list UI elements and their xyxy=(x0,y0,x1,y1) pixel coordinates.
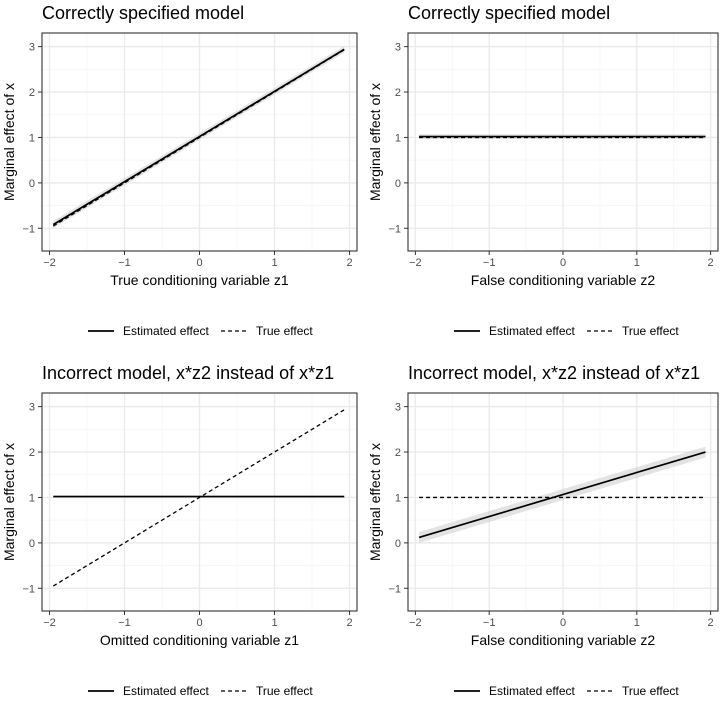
x-tick-label: −1 xyxy=(118,617,131,629)
legend-label: True effect xyxy=(256,324,313,338)
y-tick-label: 1 xyxy=(395,132,401,144)
y-tick-label: −1 xyxy=(388,223,401,235)
x-tick-label: −2 xyxy=(409,257,422,269)
x-tick-label: 0 xyxy=(196,257,202,269)
chart-title: Correctly specified model xyxy=(408,3,610,23)
y-tick-label: 1 xyxy=(395,492,401,504)
x-axis-title: False conditioning variable z2 xyxy=(471,272,656,288)
legend: Estimated effect True effect xyxy=(454,684,679,698)
estimated-effect-line xyxy=(418,451,706,539)
y-axis-title: Marginal effect of x xyxy=(1,443,17,561)
true-effect-line xyxy=(52,409,345,587)
x-tick-label: 2 xyxy=(346,617,352,629)
legend-label: Estimated effect xyxy=(489,684,575,698)
x-tick-label: 0 xyxy=(560,257,566,269)
y-tick-label: 2 xyxy=(395,87,401,99)
y-tick-label: 3 xyxy=(29,402,35,414)
y-tick-label: 0 xyxy=(395,538,401,550)
chart-panel-4: −2 −1 0 1 2 −1 0 1 2 3 Incorrect model, x*z2 inste… xyxy=(367,363,719,698)
x-tick-label: 1 xyxy=(634,257,640,269)
x-tick-label: 1 xyxy=(271,257,277,269)
y-tick-label: 1 xyxy=(29,492,35,504)
y-tick-label: −1 xyxy=(388,583,401,595)
x-tick-label: −2 xyxy=(43,617,56,629)
chart-panel-1: −2 −1 0 1 2 −1 0 1 2 3 Correctly specified model Tr… xyxy=(1,3,358,338)
legend: Estimated effect True effect xyxy=(454,324,679,338)
y-axis-title: Marginal effect of x xyxy=(367,83,383,201)
legend: Estimated effect True effect xyxy=(88,684,313,698)
chart-title: Correctly specified model xyxy=(42,3,244,23)
y-tick-label: −1 xyxy=(22,223,35,235)
chart-panel-2: −2 −1 0 1 2 −1 0 1 2 3 Correctly specified model Fa… xyxy=(367,3,719,338)
y-tick-label: 3 xyxy=(29,42,35,54)
x-tick-label: 0 xyxy=(196,617,202,629)
y-axis-title: Marginal effect of x xyxy=(1,83,17,201)
x-tick-label: −1 xyxy=(483,617,496,629)
y-tick-label: 2 xyxy=(29,87,35,99)
legend-label: Estimated effect xyxy=(123,324,209,338)
y-tick-label: 2 xyxy=(29,447,35,459)
estimated-effect-line xyxy=(52,48,345,226)
x-tick-label: −2 xyxy=(43,257,56,269)
legend-label: True effect xyxy=(622,684,679,698)
y-tick-label: 0 xyxy=(29,538,35,550)
y-tick-label: 3 xyxy=(395,42,401,54)
legend: Estimated effect True effect xyxy=(88,324,313,338)
x-tick-label: 2 xyxy=(346,257,352,269)
y-axis-title: Marginal effect of x xyxy=(367,443,383,561)
x-tick-label: −1 xyxy=(118,257,131,269)
legend-label: True effect xyxy=(256,684,313,698)
x-tick-label: 1 xyxy=(271,617,277,629)
legend-label: Estimated effect xyxy=(489,324,575,338)
chart-panel-3: −2 −1 0 1 2 −1 0 1 2 3 Incorrect model, x*z2 inste… xyxy=(1,363,358,698)
x-tick-label: 2 xyxy=(708,257,714,269)
x-tick-label: 1 xyxy=(634,617,640,629)
x-tick-label: −2 xyxy=(409,617,422,629)
x-axis-title: Omitted conditioning variable z1 xyxy=(100,632,299,648)
y-tick-label: 3 xyxy=(395,402,401,414)
x-tick-label: 0 xyxy=(560,617,566,629)
legend-label: Estimated effect xyxy=(123,684,209,698)
x-axis-title: False conditioning variable z2 xyxy=(471,632,656,648)
chart-title: Incorrect model, x*z2 instead of x*z1 xyxy=(42,363,334,383)
y-tick-label: −1 xyxy=(22,583,35,595)
x-tick-label: −1 xyxy=(483,257,496,269)
x-tick-label: 2 xyxy=(708,617,714,629)
y-tick-label: 0 xyxy=(29,178,35,190)
legend-label: True effect xyxy=(622,324,679,338)
y-tick-label: 2 xyxy=(395,447,401,459)
chart-title: Incorrect model, x*z2 instead of x*z1 xyxy=(408,363,700,383)
x-axis-title: True conditioning variable z1 xyxy=(110,272,289,288)
y-tick-label: 1 xyxy=(29,132,35,144)
y-tick-label: 0 xyxy=(395,178,401,190)
